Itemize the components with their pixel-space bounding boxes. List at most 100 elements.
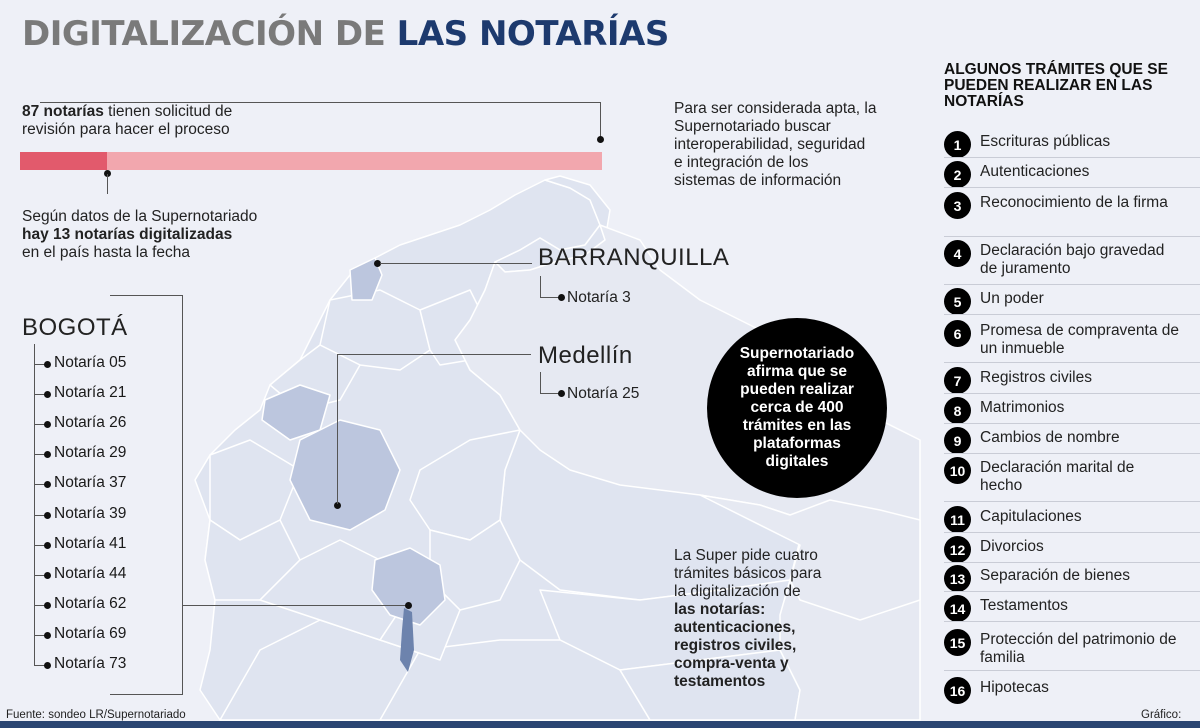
- apta-line: interoperabilidad, seguridad: [674, 136, 866, 153]
- super-line: trámites básicos para: [674, 565, 822, 582]
- divider: [944, 393, 1200, 394]
- progress-right-connector: [600, 102, 601, 138]
- super-text: La Super pide cuatro trámites básicos pa…: [674, 547, 874, 691]
- number-badge: 7: [944, 367, 971, 394]
- number-badge: 9: [944, 427, 971, 454]
- number-badge: 15: [944, 629, 971, 656]
- notaria-label: Notaría 05: [54, 354, 127, 371]
- bogota-connector: [182, 605, 406, 606]
- number-badge: 2: [944, 161, 971, 188]
- info-circle: Supernotariado afirma que se pueden real…: [707, 318, 887, 498]
- divider: [944, 532, 1200, 533]
- number-badge: 10: [944, 457, 971, 484]
- notaria-label: Notaría 44: [54, 565, 127, 582]
- barranquilla-notaria-dot: [558, 294, 565, 301]
- tramite-label: Protección del patrimonio de familia: [980, 631, 1177, 666]
- circle-bold-word: trámites: [742, 417, 804, 434]
- divider: [944, 314, 1200, 315]
- tramite-label: Registros civiles: [980, 369, 1092, 386]
- apta-line: Supernotariado buscar: [674, 118, 831, 135]
- circle-bold-number: 400: [817, 399, 844, 416]
- barranquilla-city-label: BARRANQUILLA: [538, 244, 730, 271]
- bogota-bracket-top: [110, 295, 182, 296]
- medellin-dot: [334, 502, 341, 509]
- bottom-band: [0, 721, 1200, 728]
- notaria-label: Notaría 62: [54, 595, 127, 612]
- page-title: DIGITALIZACIÓN DE LAS NOTARÍAS: [22, 14, 669, 54]
- bogota-city-label: BOGOTÁ: [22, 314, 128, 341]
- progress-bottom-line3: en el país hasta la fecha: [22, 244, 191, 261]
- progress-bottom-line1: Según datos de la Supernotariado: [22, 208, 258, 225]
- number-badge: 1: [944, 131, 971, 158]
- notaria-label: Notaría 73: [54, 655, 127, 672]
- super-line: la digitalización de: [674, 583, 801, 600]
- progress-bar-fill: [20, 152, 107, 170]
- title-part1: DIGITALIZACIÓN DE: [22, 14, 386, 54]
- apta-line: e integración de los: [674, 154, 809, 171]
- number-badge: 14: [944, 595, 971, 622]
- progress-left-connector: [107, 174, 108, 194]
- tramite-label: Capitulaciones: [980, 508, 1082, 525]
- number-badge: 16: [944, 677, 971, 704]
- medellin-city-label: Medellín: [538, 342, 633, 369]
- sidebar-title: ALGUNOS TRÁMITES QUE SE PUEDEN REALIZAR …: [944, 61, 1168, 110]
- notaria-label: Notaría 41: [54, 535, 127, 552]
- divider: [944, 453, 1200, 454]
- tramite-label: Cambios de nombre: [980, 429, 1120, 446]
- bogota-bracket-right: [182, 295, 183, 695]
- medellin-list-line: [540, 372, 541, 394]
- progress-top-text: 87 notarías tienen solicitud de revisión…: [22, 103, 322, 139]
- tramite-label: Escrituras públicas: [980, 133, 1111, 150]
- notaria-label: Notaría 39: [54, 505, 127, 522]
- title-part2: LAS NOTARÍAS: [396, 14, 670, 54]
- progress-left-dot: [104, 170, 111, 177]
- progress-right-dot: [597, 136, 604, 143]
- circle-text-post: en las plataformas digitales: [753, 417, 852, 470]
- bogota-list-line: [34, 344, 35, 666]
- tramite-label: Divorcios: [980, 538, 1044, 555]
- progress-top-bold: 87 notarías: [22, 103, 104, 120]
- circle-text-pre: Supernotariado afirma que se pueden real…: [739, 345, 855, 416]
- tramite-label: Reconocimiento de la firma: [980, 194, 1168, 211]
- number-badge: 3: [944, 192, 971, 219]
- divider: [944, 284, 1200, 285]
- notaria-label: Notaría 69: [54, 625, 127, 642]
- notaria-label: Notaría 37: [54, 474, 127, 491]
- super-bold-line: autenticaciones,: [674, 619, 796, 636]
- apta-line: sistemas de información: [674, 172, 842, 189]
- notaria-label: Notaría 29: [54, 444, 127, 461]
- footer-source: Fuente: sondeo LR/Supernotariado: [6, 709, 186, 721]
- tramite-label: Declaración marital de hecho: [980, 459, 1135, 494]
- super-bold-line: compra-venta y: [674, 655, 789, 672]
- barranquilla-notaria: Notaría 3: [567, 289, 631, 306]
- bogota-dot: [405, 602, 412, 609]
- medellin-list-tick: [540, 393, 560, 394]
- divider: [944, 501, 1200, 502]
- divider: [944, 621, 1200, 622]
- bogota-bracket-bottom: [110, 694, 182, 695]
- divider: [944, 423, 1200, 424]
- tramite-label: Separación de bienes: [980, 567, 1130, 584]
- number-badge: 8: [944, 397, 971, 424]
- progress-top-rest: tienen solicitud de: [103, 103, 233, 120]
- medellin-notaria: Notaría 25: [567, 385, 640, 402]
- number-badge: 5: [944, 288, 971, 315]
- tramite-label: Un poder: [980, 290, 1044, 307]
- progress-top-connector: [40, 102, 600, 103]
- number-badge: 6: [944, 320, 971, 347]
- number-badge: 11: [944, 506, 971, 533]
- super-bold-line: testamentos: [674, 673, 766, 690]
- notaria-label: Notaría 21: [54, 384, 127, 401]
- barranquilla-list-line: [540, 276, 541, 298]
- medellin-notaria-dot: [558, 390, 565, 397]
- progress-bottom-bold: hay 13 notarías digitalizadas: [22, 226, 233, 243]
- tramite-label: Promesa de compraventa de un inmueble: [980, 322, 1180, 357]
- divider: [944, 187, 1200, 188]
- medellin-connector-h: [337, 354, 531, 355]
- tramite-label: Testamentos: [980, 597, 1068, 614]
- apta-line: Para ser considerada apta, la: [674, 100, 877, 117]
- medellin-connector-v: [337, 354, 338, 504]
- divider: [944, 670, 1200, 671]
- super-bold-line: las notarías:: [674, 601, 766, 618]
- barranquilla-dot: [374, 260, 381, 267]
